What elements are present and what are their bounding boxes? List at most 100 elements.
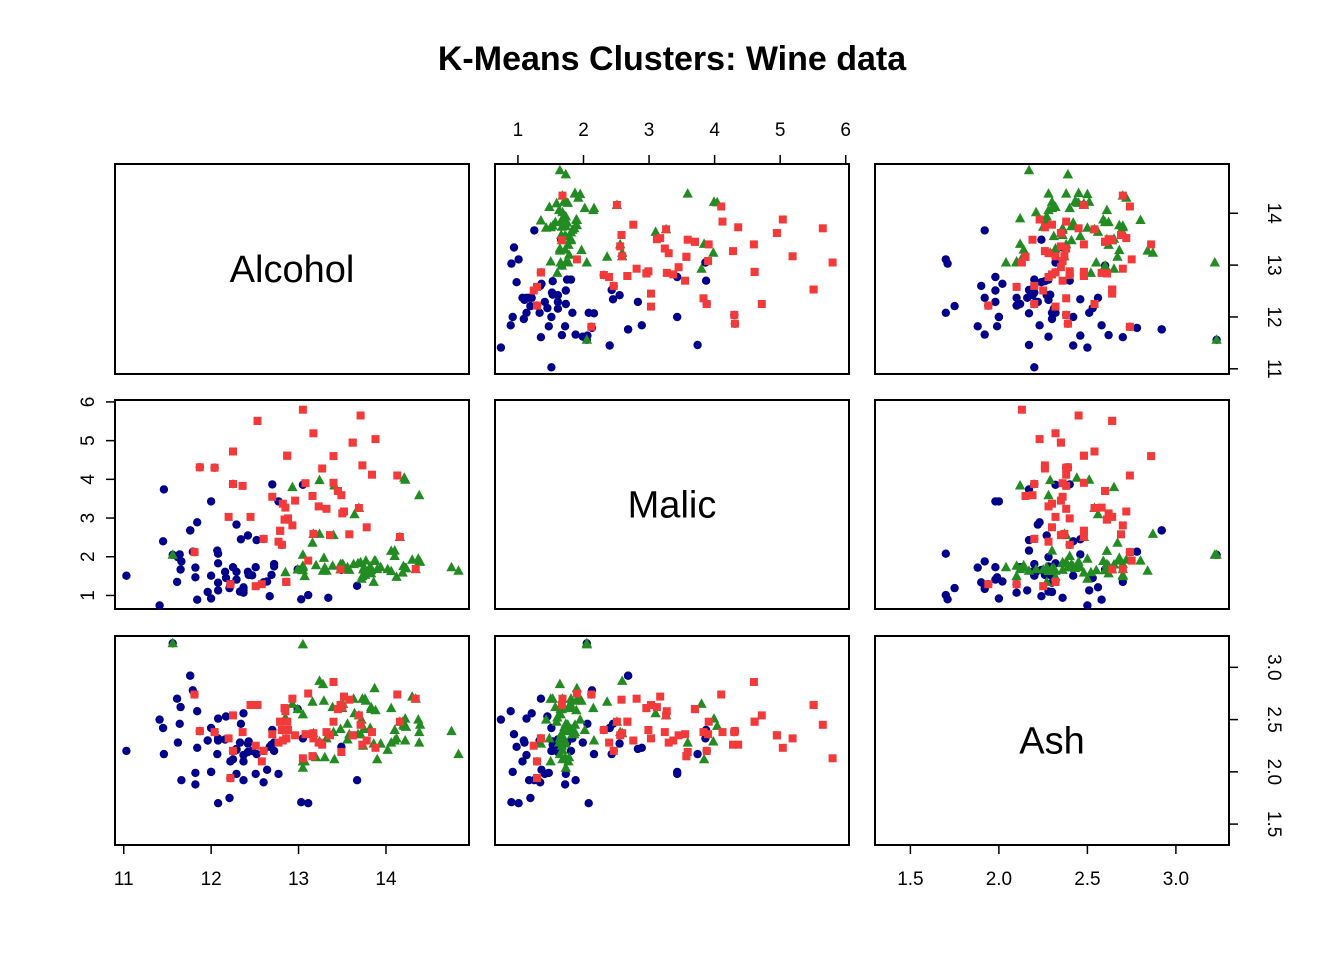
panels: Alcohol Malic Ash (114, 163, 1230, 846)
point-cluster-1 (186, 671, 195, 680)
point-cluster-2 (391, 571, 402, 581)
point-cluster-1 (941, 549, 950, 558)
point-cluster-3 (345, 695, 354, 704)
point-cluster-2 (1114, 219, 1125, 230)
point-cluster-3 (356, 411, 365, 420)
point-cluster-3 (1056, 263, 1065, 272)
point-cluster-2 (297, 708, 309, 719)
point-cluster-2 (581, 257, 592, 267)
point-cluster-1 (530, 226, 539, 235)
point-cluster-2 (650, 707, 661, 718)
point-cluster-1 (980, 557, 989, 566)
point-cluster-2 (292, 564, 303, 574)
point-cluster-3 (371, 435, 380, 444)
point-cluster-3 (329, 717, 338, 726)
point-cluster-2 (581, 334, 592, 344)
point-cluster-2 (1014, 480, 1026, 490)
point-cluster-3 (1030, 480, 1039, 488)
tick-label: 3.0 (1263, 654, 1284, 680)
point-cluster-3 (669, 270, 678, 279)
tick-label: 13 (1263, 255, 1284, 276)
point-cluster-3 (629, 736, 638, 745)
tick-label: 2 (78, 551, 99, 562)
point-cluster-3 (276, 717, 285, 726)
point-cluster-3 (1125, 322, 1134, 331)
point-cluster-1 (673, 769, 682, 779)
y-axis-malic: 1 2 3 4 5 6 (78, 397, 116, 601)
point-cluster-2 (1099, 260, 1111, 270)
point-cluster-3 (1062, 470, 1071, 479)
point-cluster-3 (632, 264, 641, 273)
point-cluster-2 (1091, 257, 1102, 267)
point-cluster-2 (567, 728, 578, 739)
point-cluster-2 (1099, 564, 1111, 574)
point-cluster-2 (297, 638, 309, 649)
point-cluster-2 (399, 472, 410, 482)
panel-frame (494, 399, 850, 610)
panel-frame (114, 163, 470, 375)
point-cluster-1 (941, 255, 950, 264)
point-cluster-2 (1098, 555, 1109, 565)
point-cluster-2 (682, 188, 693, 198)
point-cluster-3 (617, 695, 626, 704)
panel-alcohol-vs-alcohol: Alcohol (114, 163, 470, 375)
point-cluster-2 (696, 263, 707, 273)
point-cluster-3 (253, 701, 262, 709)
point-cluster-2 (329, 753, 340, 764)
point-cluster-1 (507, 259, 516, 268)
point-cluster-1 (553, 304, 563, 313)
point-cluster-1 (507, 798, 516, 807)
point-cluster-3 (282, 577, 291, 586)
point-cluster-3 (356, 720, 365, 729)
point-cluster-3 (395, 533, 404, 541)
point-cluster-3 (257, 580, 266, 589)
point-cluster-1 (259, 778, 268, 787)
point-cluster-1 (1030, 363, 1039, 372)
point-cluster-2 (414, 489, 425, 500)
point-cluster-1 (994, 594, 1004, 603)
point-cluster-3 (1117, 231, 1125, 239)
point-cluster-2 (547, 220, 558, 230)
point-cluster-2 (1064, 202, 1075, 213)
point-cluster-3 (1048, 220, 1056, 229)
point-cluster-3 (1108, 236, 1117, 245)
point-cluster-1 (1118, 333, 1128, 342)
point-cluster-1 (1097, 595, 1106, 604)
point-cluster-2 (365, 703, 377, 714)
point-cluster-1 (304, 799, 313, 808)
point-cluster-2 (1108, 263, 1120, 273)
point-cluster-3 (642, 269, 651, 278)
point-cluster-1 (235, 738, 245, 747)
point-cluster-1 (508, 767, 517, 777)
point-cluster-1 (991, 575, 1000, 584)
point-cluster-1 (578, 738, 587, 747)
point-cluster-2 (579, 724, 590, 734)
point-cluster-2 (414, 726, 425, 737)
point-cluster-3 (682, 252, 691, 261)
tick-label: 2 (578, 120, 589, 141)
point-cluster-3 (828, 754, 837, 763)
point-cluster-1 (991, 297, 1000, 307)
point-cluster-3 (195, 727, 204, 736)
tick-label: 4 (709, 120, 720, 141)
point-cluster-1 (980, 330, 989, 339)
point-cluster-2 (560, 762, 571, 772)
point-cluster-1 (998, 577, 1007, 586)
point-cluster-2 (369, 682, 380, 693)
point-cluster-3 (333, 487, 342, 495)
point-cluster-3 (210, 463, 219, 472)
point-cluster-1 (1097, 321, 1106, 330)
point-cluster-1 (633, 744, 643, 754)
point-cluster-2 (575, 714, 586, 724)
point-cluster-3 (662, 225, 671, 234)
point-cluster-1 (176, 702, 185, 712)
point-cluster-2 (561, 217, 573, 227)
point-cluster-3 (274, 537, 283, 546)
point-cluster-3 (1060, 252, 1069, 261)
point-cluster-1 (297, 595, 306, 604)
point-cluster-2 (1071, 196, 1082, 207)
point-cluster-3 (1035, 435, 1044, 444)
point-cluster-1 (159, 485, 169, 494)
point-cluster-3 (195, 463, 204, 472)
point-cluster-1 (244, 737, 253, 746)
